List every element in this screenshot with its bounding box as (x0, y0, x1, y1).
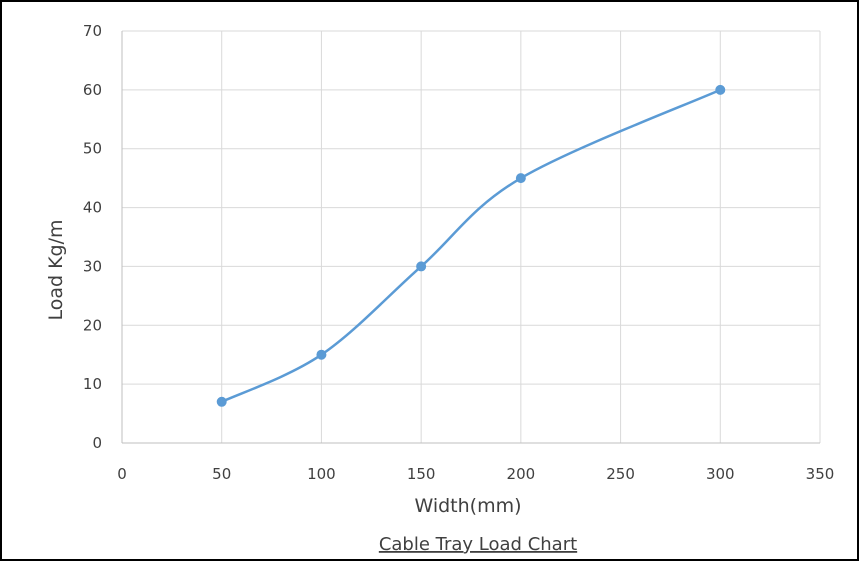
y-tick-label: 70 (83, 22, 102, 40)
data-point (416, 261, 427, 272)
data-point (715, 84, 726, 95)
series-line (220, 88, 722, 404)
x-tick-label: 250 (606, 465, 635, 483)
y-tick-label: 40 (83, 199, 102, 217)
grid-lines (122, 30, 821, 443)
x-tick-label: 350 (806, 465, 835, 483)
x-tick-label: 100 (307, 465, 336, 483)
y-tick-label: 60 (83, 81, 102, 99)
y-tick-label: 20 (83, 316, 102, 334)
x-axis-title: Width(mm) (414, 495, 521, 517)
x-tick-label: 50 (212, 465, 231, 483)
data-point (216, 396, 227, 407)
y-tick-label: 0 (92, 434, 102, 452)
y-tick-labels: 0 10 20 30 40 50 60 70 (83, 22, 102, 452)
data-point (515, 173, 526, 184)
axes (121, 31, 820, 444)
x-tick-label: 0 (117, 465, 127, 483)
data-markers (216, 84, 726, 407)
x-tick-labels: 0 50 100 150 200 250 300 350 (117, 465, 834, 483)
x-tick-label: 150 (407, 465, 436, 483)
chart-caption: Cable Tray Load Chart (379, 534, 577, 555)
y-tick-label: 30 (83, 257, 102, 275)
y-tick-label: 10 (83, 375, 102, 393)
series-line-group (220, 88, 722, 404)
x-tick-label: 300 (706, 465, 735, 483)
y-axis-title: Load Kg/m (45, 219, 67, 320)
x-tick-label: 200 (507, 465, 536, 483)
data-point (316, 349, 327, 360)
y-tick-label: 50 (83, 140, 102, 158)
